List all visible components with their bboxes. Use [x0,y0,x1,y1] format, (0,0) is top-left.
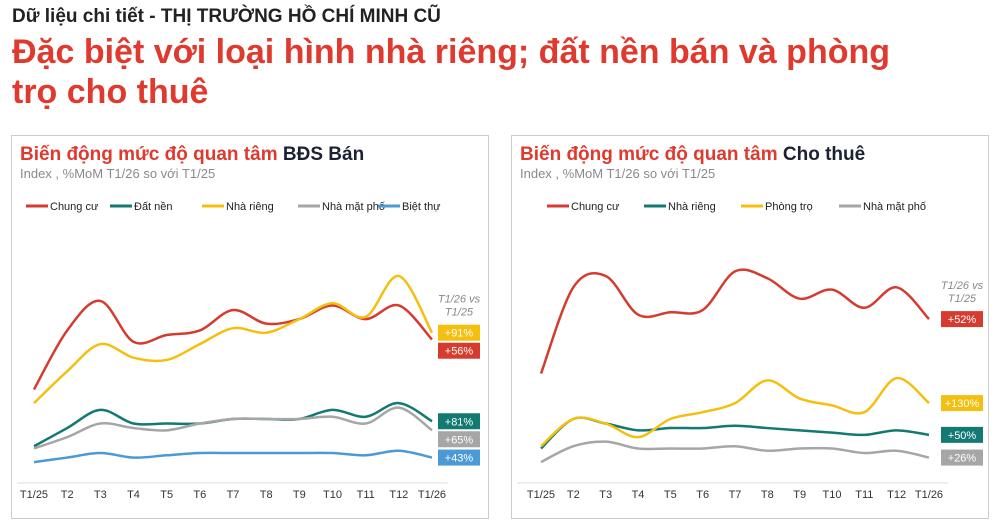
x-tick-label: T3 [599,489,612,501]
series-line [540,376,930,448]
x-tick-label: T12 [887,489,906,501]
x-tick-label: T1/26 [418,489,446,501]
x-tick-label: T6 [696,489,709,501]
x-tick-label: T12 [389,489,408,501]
series-line [33,406,433,450]
headline: Đặc biệt với loại hình nhà riêng; đất nề… [12,33,891,111]
x-tick-label: T4 [127,489,140,501]
chart-title-prefix: Biến động mức độ quan tâm [520,144,778,165]
x-tick-label: T10 [323,489,342,501]
change-badge-text: +50% [948,430,977,442]
x-tick-label: T7 [227,489,240,501]
legend-label: Biệt thự [402,201,441,213]
chart-title-emph: BĐS Bán [282,144,365,165]
x-tick-label: T5 [160,489,173,501]
chart-title-prefix: Biến động mức độ quan tâm [20,144,278,165]
series-line [33,274,434,404]
x-tick-label: T6 [193,489,206,501]
chart-title-emph: Cho thuê [782,144,866,165]
x-tick-label: T9 [793,489,806,501]
x-tick-label: T2 [61,489,74,501]
legend-label: Nhà mặt phố [322,201,385,213]
chart-title: Biến động mức độ quan tâm BĐS Bán [20,144,364,166]
change-badge [438,449,480,466]
change-badge-text: +130% [945,398,980,410]
x-tick-label: T8 [761,489,774,501]
x-tick-label: T3 [94,489,107,501]
compare-label: T1/26 vs T1/25 [438,294,481,319]
chart-svg: T1/25 T2 T3 T4 T5 T6 T7 T8 T9 T10 T11 T12 T1/26 Chung… [17,201,481,501]
chart-card-sale: Biến động mức độ quan tâm BĐS Bán Index … [11,135,489,519]
x-tick-label: T9 [293,489,306,501]
chart-subtitle: Index , %MoM T1/26 so với T1/25 [20,166,216,181]
chart-title: Biến động mức độ quan tâm Cho thuê [520,144,865,166]
change-badge [438,431,480,448]
change-badge [438,413,480,430]
x-tick-label: T1/25 [527,489,555,501]
chart-subtitle: Index , %MoM T1/26 so với T1/25 [520,166,716,181]
chart-svg: T1/25 T2 T3 T4 T5 T6 T7 T8 T9 T10 T11 T12 T1/26 Chung… [517,201,984,501]
chart-card-rent: Biến động mức độ quan tâm Cho thuê Index… [511,135,989,519]
change-badge-text: +43% [445,453,474,465]
change-badge-text: +91% [445,328,474,340]
series-line [539,268,930,375]
change-badge-text: +52% [948,314,977,326]
legend-label: Nhà riêng [668,201,716,213]
series-line [33,449,433,464]
x-tick-label: T1/26 [915,489,943,501]
legend-label: Nhà mặt phố [863,201,926,213]
x-tick-label: T11 [357,489,375,501]
change-badge [941,395,983,412]
change-badge [941,449,983,466]
change-badge [438,342,480,359]
change-badge-text: +56% [445,346,474,358]
x-tick-label: T8 [260,489,273,501]
x-tick-label: T1/25 [20,489,48,501]
x-tick-label: T11 [855,489,873,501]
legend-label: Phòng trọ [765,201,813,213]
change-badge-text: +81% [445,416,474,428]
legend-label: Chung cư [571,201,620,213]
legend-label: Đất nền [134,201,173,213]
compare-label: T1/26 vs T1/25 [941,280,984,305]
series-line [540,440,930,464]
change-badge [438,324,480,341]
x-tick-label: T4 [632,489,645,501]
legend-label: Chung cư [50,201,99,213]
x-tick-label: T5 [664,489,677,501]
legend-label: Nhà riêng [226,201,274,213]
x-tick-label: T2 [567,489,580,501]
change-badge [941,311,983,328]
series-line [32,299,433,391]
change-badge-text: +65% [445,434,474,446]
x-tick-label: T10 [823,489,842,501]
supertitle: Dữ liệu chi tiết - THỊ TRƯỜNG HỒ CHÍ MIN… [12,6,441,27]
x-tick-label: T7 [729,489,742,501]
change-badge [941,426,983,443]
change-badge-text: +26% [948,453,977,465]
